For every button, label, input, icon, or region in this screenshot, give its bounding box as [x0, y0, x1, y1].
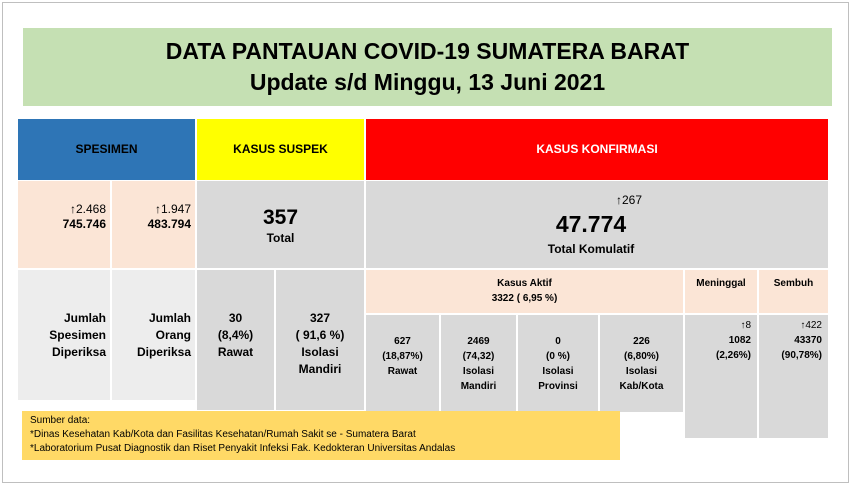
label-line: Jumlah [63, 311, 106, 325]
title-box: DATA PANTAUAN COVID-19 SUMATERA BARAT Up… [23, 28, 832, 106]
source-line: *Laboratorium Pusat Diagnostik dan Riset… [30, 443, 456, 454]
label-line: Provinsi [538, 381, 578, 392]
label-line: Rawat [217, 345, 254, 359]
percent: (18,87%) [382, 351, 423, 362]
label-line: Isolasi [625, 366, 658, 377]
label-line: Kab/Kota [619, 381, 664, 392]
source-box: Sumber data: *Dinas Kesehatan Kab/Kota d… [22, 411, 620, 460]
percent: (90,78%) [781, 350, 822, 361]
source-line: *Dinas Kesehatan Kab/Kota dan Fasilitas … [30, 429, 416, 440]
value: 30 [228, 311, 243, 325]
title: DATA PANTAUAN COVID-19 SUMATERA BARAT [165, 38, 690, 64]
value: 327 [309, 311, 331, 325]
aktif-cell: 0 (0 %) Isolasi Provinsi [518, 315, 598, 412]
suspek-header: KASUS SUSPEK [197, 119, 364, 180]
percent: ( 91,6 %) [295, 328, 345, 342]
label: SPESIMEN [75, 142, 138, 156]
total-label: Total Komulatif [547, 242, 635, 256]
percent: (6,80%) [623, 351, 659, 362]
increase: ↑267 [616, 193, 643, 207]
suspek-total-cell: 357 Total [197, 181, 364, 268]
suspek-cell: 30 (8,4%) Rawat [197, 270, 274, 410]
label: Kasus Aktif [497, 278, 552, 289]
value: 226 [633, 336, 650, 347]
total: 483.794 [147, 217, 191, 231]
percent: (0 %) [546, 351, 570, 362]
value: 2469 [467, 336, 490, 347]
increase: ↑8 [740, 320, 751, 331]
spesimen-cell: ↑2.468 745.746 [18, 181, 110, 268]
increase: ↑422 [800, 320, 822, 331]
sembuh-cell: ↑422 43370 (90,78%) [759, 315, 828, 438]
spesimen-label-cell: Jumlah Orang Diperiksa [112, 270, 195, 400]
label: Sembuh [773, 278, 814, 289]
label: KASUS SUSPEK [233, 142, 328, 156]
source-title: Sumber data: [30, 415, 91, 426]
increase: ↑2.468 [69, 202, 106, 216]
konfirmasi-header: KASUS KONFIRMASI [366, 119, 828, 180]
label-line: Diperiksa [136, 345, 191, 359]
label-line: Spesimen [49, 328, 106, 342]
label-line: Rawat [387, 366, 418, 377]
value: 1082 [728, 335, 751, 346]
sembuh-header: Sembuh [759, 270, 828, 313]
suspek-cell: 327 ( 91,6 %) Isolasi Mandiri [276, 270, 364, 410]
percent: (8,4%) [217, 328, 254, 342]
total: 357 [262, 206, 299, 229]
label-line: Isolasi [462, 366, 495, 377]
spesimen-cell: ↑1.947 483.794 [112, 181, 195, 268]
label-line: Isolasi [542, 366, 574, 377]
aktif-cell: 627 (18,87%) Rawat [366, 315, 439, 412]
spesimen-label-cell: Jumlah Spesimen Diperiksa [18, 270, 110, 400]
meninggal-header: Meninggal [685, 270, 757, 313]
aktif-header: Kasus Aktif 3322 ( 6,95 %) [366, 270, 683, 313]
value: 3322 ( 6,95 %) [491, 293, 558, 304]
subtitle: Update s/d Minggu, 13 Juni 2021 [249, 69, 606, 95]
value: 0 [555, 336, 561, 347]
label-line: Isolasi [301, 345, 339, 359]
total-label: Total [266, 231, 295, 245]
aktif-cell: 226 (6,80%) Isolasi Kab/Kota [600, 315, 683, 412]
label: Meninggal [696, 278, 746, 289]
spesimen-header: SPESIMEN [18, 119, 195, 180]
label-line: Orang [155, 328, 191, 342]
percent: (74,32) [462, 351, 495, 362]
value: 627 [394, 336, 411, 347]
meninggal-cell: ↑8 1082 (2,26%) [685, 315, 757, 438]
value: 43370 [794, 335, 822, 346]
label-line: Mandiri [460, 381, 497, 392]
label-line: Jumlah [148, 311, 191, 325]
total: 47.774 [555, 211, 627, 237]
total: 745.746 [62, 217, 106, 231]
aktif-cell: 2469 (74,32) Isolasi Mandiri [441, 315, 516, 412]
increase: ↑1.947 [154, 202, 191, 216]
label: KASUS KONFIRMASI [536, 142, 658, 156]
label-line: Diperiksa [51, 345, 106, 359]
percent: (2,26%) [715, 350, 751, 361]
konfirmasi-total-cell: ↑267 47.774 Total Komulatif [366, 181, 828, 268]
label-line: Mandiri [298, 362, 342, 376]
